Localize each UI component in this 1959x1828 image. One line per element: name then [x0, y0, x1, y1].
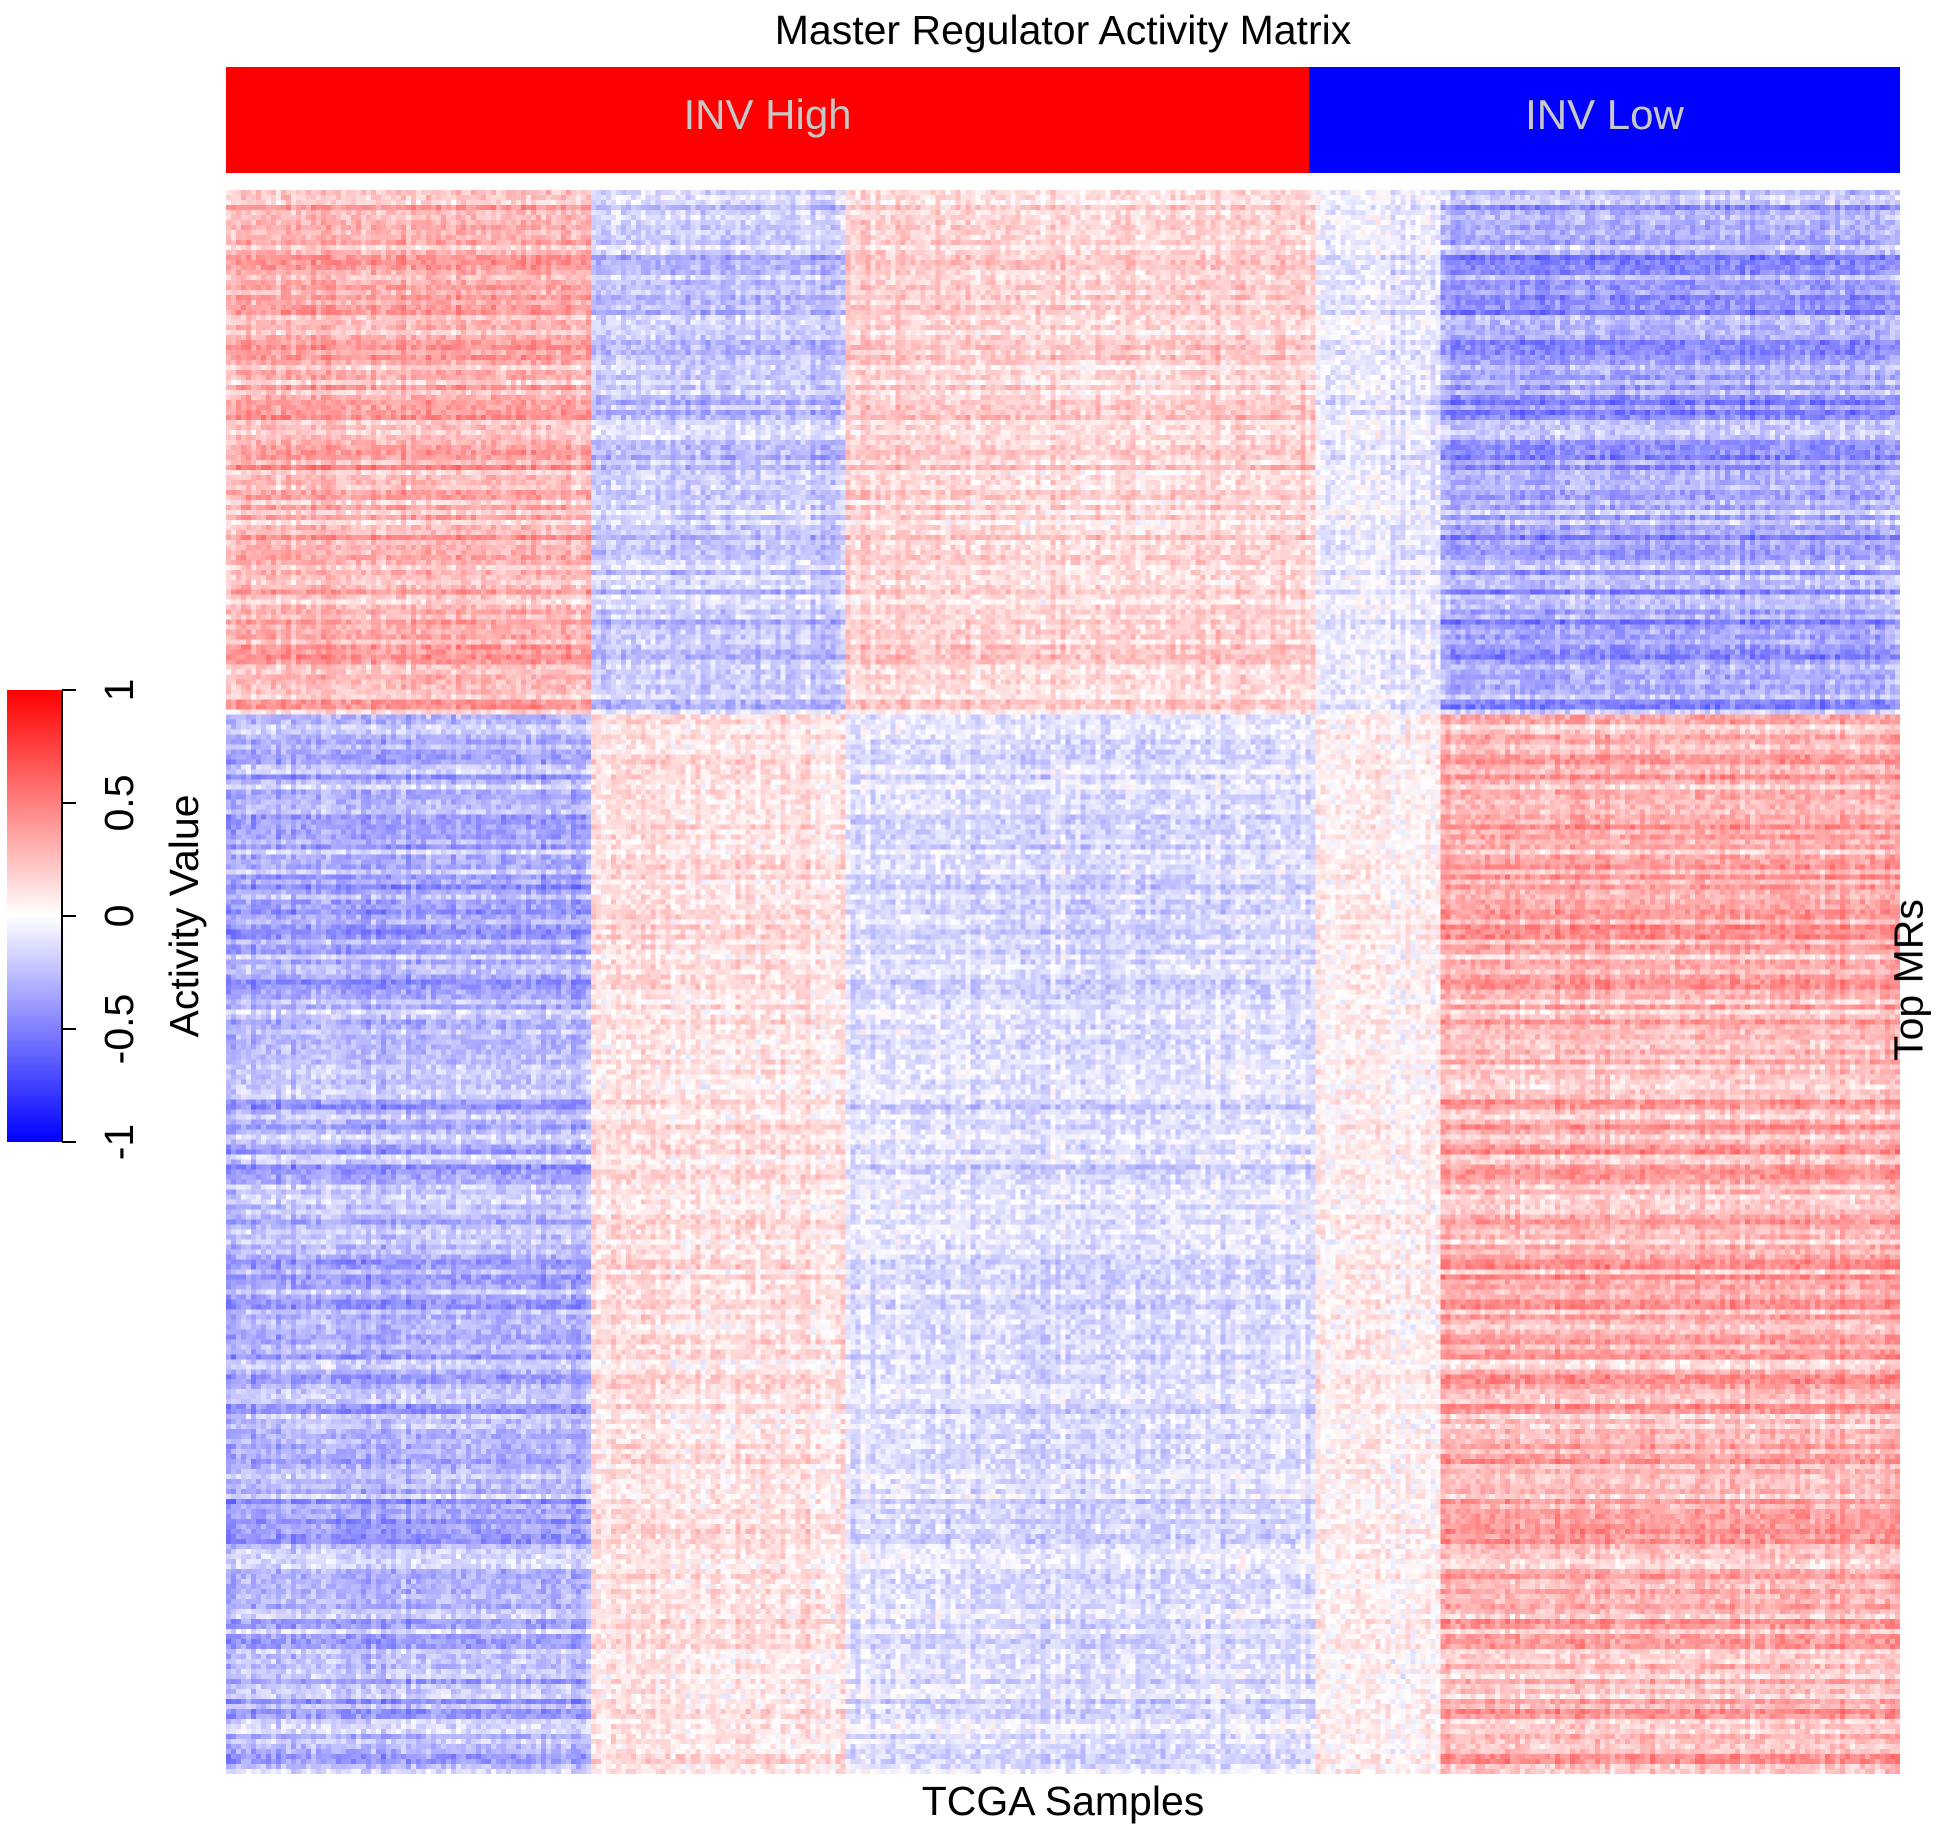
group-label-inv-low: INV Low	[1525, 91, 1684, 138]
colorbar-tick-label: 0.5	[96, 775, 142, 832]
y-axis-label: Top MRs	[1885, 899, 1932, 1061]
colorbar-title: Activity Value	[161, 794, 207, 1037]
group-band-inv-low: INV Low	[1309, 67, 1900, 173]
group-label-inv-high: INV High	[683, 91, 852, 138]
chart-title: Master Regulator Activity Matrix	[774, 7, 1352, 53]
activity-heatmap	[226, 190, 1900, 1774]
colorbar-tick-label: -0.5	[96, 994, 142, 1065]
colorbar-tick-label: -1	[96, 1124, 142, 1160]
colorbar-legend: 1 0.5 0 -0.5 -1 Activity Value	[7, 679, 207, 1160]
colorbar-tick-label: 0	[96, 905, 142, 928]
group-band-inv-high: INV High	[226, 67, 1309, 173]
colorbar-gradient	[7, 690, 62, 1142]
x-axis-label: TCGA Samples	[921, 1778, 1205, 1824]
colorbar-tick-label: 1	[96, 679, 142, 702]
